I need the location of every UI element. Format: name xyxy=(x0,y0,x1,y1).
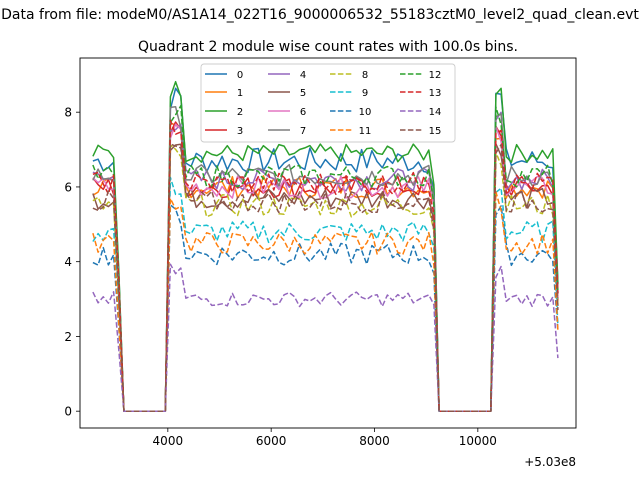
legend-label-5: 5 xyxy=(300,88,306,99)
legend-label-1: 1 xyxy=(237,88,243,99)
legend-label-15: 15 xyxy=(429,126,442,137)
plot-lines xyxy=(92,80,559,412)
legend-label-6: 6 xyxy=(300,107,306,118)
y-tick-label: 6 xyxy=(64,180,72,194)
x-axis-offset-label: +5.03e8 xyxy=(524,455,576,469)
series-line-13 xyxy=(92,119,559,412)
legend-label-3: 3 xyxy=(237,126,243,137)
axes-frame xyxy=(79,57,577,429)
legend-label-12: 12 xyxy=(429,70,442,81)
axes-title: Quadrant 2 module wise count rates with … xyxy=(138,39,518,55)
y-tick-label: 4 xyxy=(64,255,72,269)
series-line-14 xyxy=(92,263,559,412)
legend-label-2: 2 xyxy=(237,107,243,118)
legend-label-10: 10 xyxy=(359,107,372,118)
legend-label-0: 0 xyxy=(237,70,243,81)
x-tick-label: 6000 xyxy=(256,434,287,448)
y-tick-label: 2 xyxy=(64,330,72,344)
legend-label-8: 8 xyxy=(362,70,368,81)
legend-frame xyxy=(200,63,456,143)
y-tick-label: 0 xyxy=(64,405,72,419)
legend-label-14: 14 xyxy=(429,107,442,118)
x-axis-ticks: 4000 6000 8000 10000 xyxy=(153,428,497,448)
x-tick-label: 8000 xyxy=(359,434,390,448)
y-tick-label: 8 xyxy=(64,106,72,120)
figure-suptitle: Data from file: modeM0/AS1A14_022T16_900… xyxy=(1,7,639,23)
legend-label-7: 7 xyxy=(300,126,306,137)
legend-label-13: 13 xyxy=(429,88,442,99)
legend-label-4: 4 xyxy=(300,70,306,81)
legend-label-9: 9 xyxy=(362,88,368,99)
y-axis-ticks: 0 2 4 6 8 xyxy=(64,106,80,419)
x-tick-label: 10000 xyxy=(459,434,497,448)
legend-label-11: 11 xyxy=(359,126,372,137)
x-tick-label: 4000 xyxy=(153,434,184,448)
